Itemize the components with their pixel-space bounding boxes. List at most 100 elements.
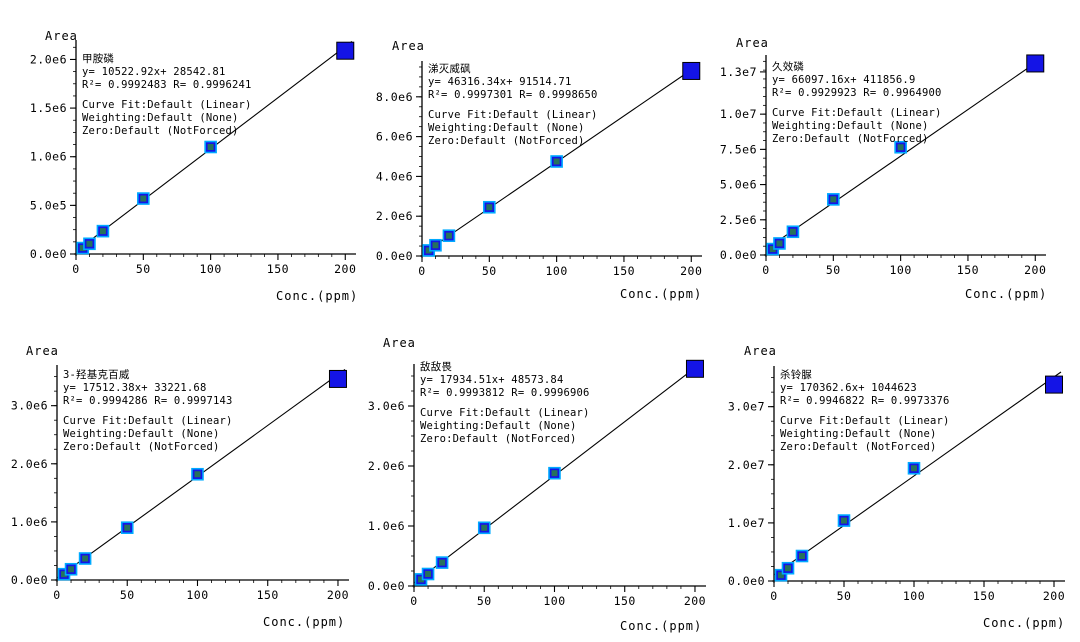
x-tick-label: 200 [327, 588, 349, 602]
y-tick-label: 2.0e6 [30, 52, 67, 66]
data-point [429, 238, 442, 252]
panel-title: 甲胺磷 [82, 52, 114, 65]
fit-info-line: Curve Fit:Default (Linear) [772, 107, 942, 119]
calibration-panel-3: 0.0e0 2.5e6 5.0e6 7.5e6 1.0e7 1.3e7 0 50 100 150 2… [720, 36, 1046, 301]
data-point [682, 61, 701, 80]
x-tick-label: 0 [770, 589, 777, 603]
data-point [550, 155, 563, 168]
data-point [907, 461, 921, 475]
y-axis-label: Area [45, 29, 78, 43]
x-axis-label: Conc.(ppm) [620, 619, 702, 633]
panel-title: 杀铃脲 [780, 368, 812, 381]
data-point [477, 521, 491, 535]
y-axis-label: Area [26, 344, 59, 358]
x-tick-label: 50 [482, 264, 497, 278]
data-point [336, 41, 355, 60]
r-values: R²= 0.9994286 R= 0.9997143 [63, 395, 233, 407]
y-tick-label: 0.0e0 [11, 573, 48, 587]
calibration-panel-2: 0.0e0 2.0e6 4.0e6 6.0e6 8.0e6 0 50 100 150 200 Are… [376, 39, 702, 301]
r-values: R²= 0.9929923 R= 0.9964900 [772, 87, 942, 99]
data-point [827, 193, 840, 206]
panel-title: 涕灭威砜 [428, 62, 471, 75]
fit-info-line: Curve Fit:Default (Linear) [780, 415, 950, 427]
data-point [83, 237, 96, 251]
data-point [781, 561, 795, 575]
fit-info-line: Zero:Default (NotForced) [420, 433, 577, 445]
data-point [786, 225, 800, 239]
x-tick-label: 150 [257, 588, 279, 602]
calibration-panel-5: 0.0e0 1.0e6 2.0e6 3.0e6 0 50 100 150 200 Area Conc… [368, 336, 706, 633]
fit-info-line: Curve Fit:Default (Linear) [82, 99, 252, 111]
r-values: R²= 0.9946822 R= 0.9973376 [780, 395, 950, 407]
y-tick-label: 2.0e6 [368, 459, 405, 473]
data-point [894, 140, 907, 154]
y-tick-label: 3.0e6 [11, 399, 48, 413]
y-tick-label: 3.0e7 [728, 400, 765, 414]
y-tick-label: 2.5e6 [720, 213, 757, 227]
x-axis-label: Conc.(ppm) [983, 616, 1065, 630]
y-tick-label: 1.0e7 [720, 107, 757, 121]
y-tick-label: 2.0e6 [11, 457, 48, 471]
fit-info-line: Curve Fit:Default (Linear) [63, 415, 233, 427]
calibration-panel-1: 0.0e0 5.0e5 1.0e6 1.5e6 2.0e6 0 50 100 150 200 Are… [30, 29, 358, 303]
y-axis-label: Area [383, 336, 416, 350]
x-tick-label: 200 [334, 262, 356, 276]
fit-info-line: Zero:Default (NotForced) [772, 133, 929, 145]
y-tick-label: 0.0e0 [368, 579, 405, 593]
y-axis-label: Area [392, 39, 425, 53]
data-point [191, 467, 204, 481]
fit-info-line: Curve Fit:Default (Linear) [428, 109, 598, 121]
data-point [64, 562, 78, 576]
y-axis-label: Area [744, 344, 777, 358]
r-values: R²= 0.9997301 R= 0.9998650 [428, 89, 598, 101]
fit-equation: y= 66097.16x+ 411856.9 [772, 74, 915, 86]
x-tick-label: 100 [903, 589, 925, 603]
x-axis-label: Conc.(ppm) [263, 615, 345, 629]
x-tick-label: 0 [418, 264, 425, 278]
x-tick-label: 100 [889, 263, 911, 277]
x-tick-label: 50 [136, 262, 151, 276]
fit-equation: y= 46316.34x+ 91514.71 [428, 76, 571, 88]
y-tick-label: 5.0e5 [30, 198, 67, 212]
x-tick-label: 50 [477, 594, 492, 608]
fit-line [765, 57, 1043, 250]
x-axis-label: Conc.(ppm) [276, 289, 358, 303]
panel-title: 敌敌畏 [420, 360, 452, 373]
fit-info-line: Weighting:Default (None) [772, 120, 929, 132]
x-tick-label: 200 [1043, 589, 1065, 603]
y-tick-label: 0.0e0 [728, 574, 765, 588]
fit-equation: y= 10522.92x+ 28542.81 [82, 66, 225, 78]
x-tick-label: 0 [762, 263, 769, 277]
data-point [1026, 54, 1045, 73]
panel-title: 久效磷 [772, 60, 804, 73]
y-tick-label: 0.0e0 [720, 248, 757, 262]
x-tick-label: 150 [973, 589, 995, 603]
data-point [774, 568, 788, 582]
data-point [1045, 375, 1063, 394]
r-values: R²= 0.9992483 R= 0.9996241 [82, 79, 252, 91]
data-point [548, 466, 561, 480]
data-point [137, 192, 150, 205]
y-tick-label: 0.0e0 [30, 247, 67, 261]
x-tick-label: 150 [267, 262, 289, 276]
y-tick-label: 7.5e6 [720, 142, 757, 156]
x-tick-label: 150 [613, 264, 635, 278]
fit-info-line: Zero:Default (NotForced) [428, 135, 585, 147]
y-tick-label: 6.0e6 [376, 130, 413, 144]
data-point [421, 567, 435, 581]
data-point [795, 549, 809, 563]
fit-info-line: Weighting:Default (None) [420, 420, 577, 432]
x-tick-label: 0 [72, 262, 79, 276]
y-tick-label: 8.0e6 [376, 90, 413, 104]
fit-info-line: Weighting:Default (None) [82, 112, 239, 124]
y-tick-label: 1.0e6 [30, 150, 67, 164]
y-tick-label: 0.0e0 [376, 249, 413, 263]
data-point [96, 224, 110, 238]
data-point [328, 369, 347, 388]
fit-equation: y= 17512.38x+ 33221.68 [63, 382, 206, 394]
y-tick-label: 3.0e6 [368, 399, 405, 413]
x-tick-label: 100 [543, 594, 565, 608]
y-tick-label: 1.3e7 [720, 65, 757, 79]
fit-info-line: Weighting:Default (None) [428, 122, 585, 134]
